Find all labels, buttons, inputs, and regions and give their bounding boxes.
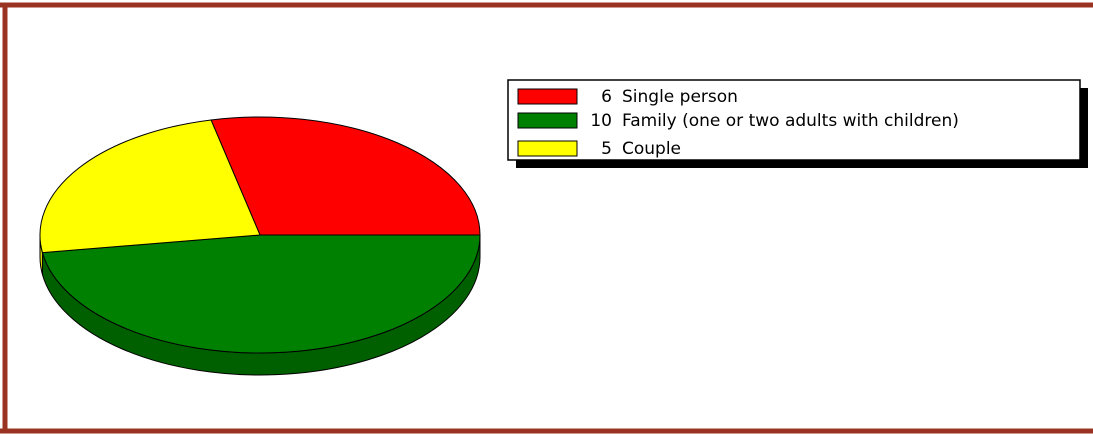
legend-swatch	[517, 88, 578, 105]
legend-swatch	[517, 140, 578, 157]
pie-slice	[41, 234, 481, 354]
legend-value: 5	[601, 139, 612, 159]
legend-label: Family (one or two adults with children)	[622, 111, 959, 131]
legend-value: 10	[590, 111, 612, 131]
pie-slice	[39, 119, 261, 254]
pie-slice	[210, 116, 481, 236]
legend-label: Couple	[622, 139, 681, 159]
legend-box	[507, 79, 1081, 161]
legend-value: 6	[601, 87, 612, 107]
legend-label: Single person	[622, 87, 738, 107]
legend-swatch	[517, 112, 578, 129]
